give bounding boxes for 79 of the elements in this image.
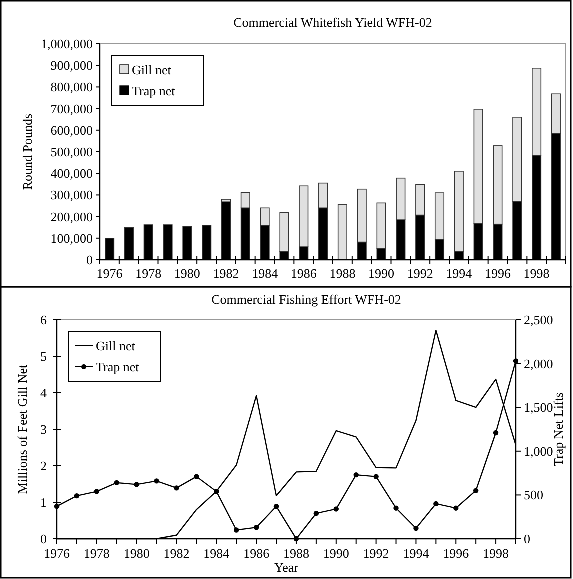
x-tick-label: 1998 bbox=[524, 266, 550, 281]
x-tick-label: 1982 bbox=[213, 266, 240, 281]
point bbox=[134, 482, 140, 488]
point bbox=[194, 474, 200, 480]
y-tick-label: 3 bbox=[40, 422, 47, 437]
y2-tick-label: 500 bbox=[524, 488, 544, 503]
y-tick-label: 300,000 bbox=[50, 188, 93, 203]
point bbox=[254, 525, 260, 530]
point bbox=[493, 430, 499, 436]
x-tick-label: 1986 bbox=[244, 546, 270, 561]
legend-label: Gill net bbox=[96, 338, 136, 354]
x-tick-label: 1990 bbox=[323, 546, 350, 561]
x-tick-label: 1990 bbox=[368, 266, 395, 281]
point bbox=[334, 506, 339, 512]
x-tick-label: 1976 bbox=[44, 546, 70, 561]
y-tick-label: 4 bbox=[40, 386, 48, 400]
x-tick-label: 1996 bbox=[443, 546, 470, 561]
y-tick-label: 500,000 bbox=[50, 144, 93, 160]
x-tick-label: 1984 bbox=[204, 546, 230, 561]
x-tick-label: 1976 bbox=[96, 266, 124, 281]
point bbox=[154, 478, 160, 484]
y-tick-label: 6 bbox=[40, 312, 48, 328]
x-tick-label: 1988 bbox=[330, 266, 356, 281]
y-tick-label: 1,000,000 bbox=[41, 36, 93, 52]
y-tick-label: 0 bbox=[40, 532, 47, 546]
y2-tick-label: 2,500 bbox=[524, 312, 554, 328]
x-axis-title: Year bbox=[274, 560, 300, 575]
point bbox=[454, 506, 459, 511]
chart-title: Commercial Fishing Effort WFH-02 bbox=[212, 292, 402, 307]
y2-tick-label: 0 bbox=[524, 532, 530, 546]
point bbox=[374, 474, 379, 480]
y-axis-title: Millions of Feet Gill Net bbox=[15, 364, 30, 494]
x-tick-label: 1980 bbox=[174, 266, 200, 281]
x-tick-label: 1984 bbox=[252, 266, 279, 281]
x-tick-label: 1996 bbox=[484, 266, 512, 281]
y2-tick-label: 1,000 bbox=[524, 444, 554, 459]
legend-label: Trap net bbox=[96, 360, 140, 374]
x-tick-label: 1978 bbox=[84, 546, 110, 561]
y-tick-label: 0 bbox=[86, 252, 93, 268]
y-tick-label: 100,000 bbox=[50, 230, 93, 246]
x-tick-label: 1994 bbox=[403, 546, 430, 561]
y2-tick-label: 1,500 bbox=[524, 400, 554, 416]
y-tick-label: 2 bbox=[40, 458, 47, 474]
y-tick-label: 700,000 bbox=[50, 101, 93, 116]
legend-label: Gill net bbox=[132, 62, 172, 78]
point bbox=[434, 501, 439, 507]
y-tick-label: 600,000 bbox=[50, 122, 93, 138]
point bbox=[174, 486, 180, 491]
y-tick-label: 800,000 bbox=[50, 80, 93, 95]
x-tick-label: 1992 bbox=[407, 266, 434, 281]
point bbox=[94, 489, 100, 494]
chart-title: Commercial Whitefish Yield WFH-02 bbox=[234, 15, 432, 30]
y2-tick-label: 2,000 bbox=[524, 356, 554, 372]
bar bbox=[338, 204, 348, 260]
point bbox=[394, 506, 399, 511]
x-tick-label: 1994 bbox=[446, 266, 473, 281]
point bbox=[354, 472, 359, 478]
point bbox=[234, 528, 240, 533]
point bbox=[274, 504, 280, 510]
x-tick-label: 1992 bbox=[363, 546, 390, 561]
point bbox=[414, 526, 419, 532]
x-tick-label: 1980 bbox=[124, 546, 150, 561]
x-tick-label: 1978 bbox=[136, 266, 162, 281]
y-tick-label: 200,000 bbox=[50, 209, 93, 224]
x-tick-label: 1986 bbox=[290, 266, 318, 281]
point bbox=[314, 510, 320, 516]
x-tick-label: 1998 bbox=[483, 546, 510, 561]
point bbox=[214, 489, 220, 494]
point bbox=[114, 480, 120, 486]
y-tick-label: 1 bbox=[40, 495, 47, 510]
point bbox=[473, 488, 479, 494]
y-axis-title: Round Pounds bbox=[20, 114, 35, 190]
legend-label: Trap net bbox=[132, 84, 176, 98]
y-tick-label: 900,000 bbox=[50, 58, 93, 74]
y-tick-label: 5 bbox=[40, 349, 47, 364]
x-tick-label: 1988 bbox=[283, 546, 310, 561]
x-tick-label: 1982 bbox=[164, 546, 190, 561]
point bbox=[74, 493, 80, 499]
y-tick-label: 400,000 bbox=[50, 166, 93, 182]
